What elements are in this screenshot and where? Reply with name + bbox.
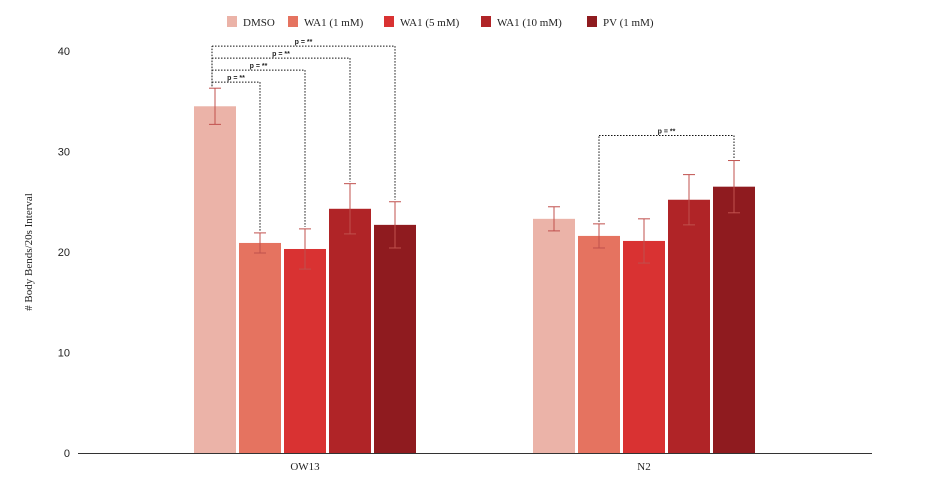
legend-swatch bbox=[384, 16, 394, 27]
error-bar bbox=[728, 160, 740, 214]
significance-label: p = ** bbox=[250, 63, 268, 70]
category-label: N2 bbox=[637, 461, 650, 473]
y-tick-label: 0 bbox=[64, 448, 70, 460]
error-bar bbox=[299, 228, 311, 270]
bar bbox=[668, 199, 710, 453]
bar bbox=[623, 240, 665, 453]
legend-swatch bbox=[227, 16, 237, 27]
legend-item: WA1 (10 mM) bbox=[481, 16, 562, 29]
error-bar bbox=[593, 223, 605, 249]
significance-label: p = ** bbox=[272, 51, 290, 58]
bar bbox=[239, 242, 281, 453]
error-bar bbox=[638, 218, 650, 264]
legend-swatch bbox=[288, 16, 298, 27]
error-bar bbox=[548, 206, 560, 232]
bar bbox=[329, 208, 371, 453]
error-bar bbox=[209, 87, 221, 125]
significance-annotations: p = ** p = ** p = ** p = ** p = ** bbox=[211, 39, 735, 231]
legend-item: PV (1 mM) bbox=[587, 16, 654, 29]
error-bar bbox=[254, 232, 266, 254]
significance-bracket: p = ** bbox=[211, 39, 396, 200]
significance-label: p = ** bbox=[658, 129, 676, 136]
bar bbox=[374, 224, 416, 453]
legend-label: PV (1 mM) bbox=[603, 17, 654, 29]
y-tick-label: 20 bbox=[58, 247, 70, 259]
bar bbox=[284, 248, 326, 453]
legend-item: WA1 (1 mM) bbox=[288, 16, 364, 29]
legend-item: DMSO bbox=[227, 16, 275, 29]
category-label: OW13 bbox=[290, 461, 320, 473]
legend: DMSO WA1 (1 mM) WA1 (5 mM) WA1 (10 mM) PV (1… bbox=[227, 16, 654, 29]
legend-swatch bbox=[481, 16, 491, 27]
bar bbox=[713, 186, 755, 454]
legend-item: WA1 (5 mM) bbox=[384, 16, 460, 29]
legend-label: WA1 (5 mM) bbox=[400, 17, 460, 29]
y-tick-label: 10 bbox=[58, 348, 70, 360]
error-bar bbox=[683, 174, 695, 226]
y-tick-label: 30 bbox=[58, 147, 70, 159]
legend-label: DMSO bbox=[243, 17, 275, 29]
legend-label: WA1 (10 mM) bbox=[497, 17, 562, 29]
bar bbox=[578, 235, 620, 453]
bar bbox=[194, 106, 236, 454]
significance-bracket: p = ** bbox=[211, 51, 351, 182]
x-axis: OW13 N2 bbox=[78, 453, 872, 473]
bars-group bbox=[194, 106, 755, 454]
legend-label: WA1 (1 mM) bbox=[304, 17, 364, 29]
significance-label: p = ** bbox=[227, 75, 245, 82]
error-bars-group bbox=[209, 87, 740, 270]
legend-swatch bbox=[587, 16, 597, 27]
bar bbox=[533, 218, 575, 453]
error-bar bbox=[389, 201, 401, 249]
significance-bracket: p = ** bbox=[598, 129, 735, 222]
significance-label: p = ** bbox=[295, 39, 313, 46]
error-bar bbox=[344, 183, 356, 235]
y-axis: 0 10 20 30 40 bbox=[58, 46, 70, 460]
y-axis-title: # Body Bends/20s Interval bbox=[23, 193, 35, 311]
y-tick-label: 40 bbox=[58, 46, 70, 58]
